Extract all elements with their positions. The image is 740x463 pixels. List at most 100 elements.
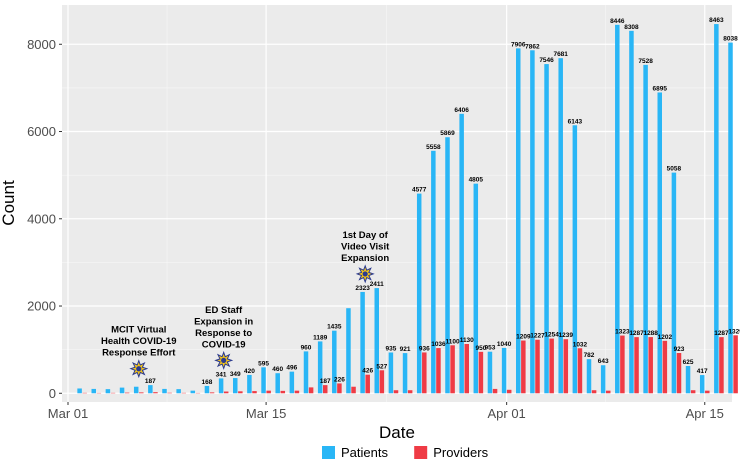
providers-data-label: 187 bbox=[320, 378, 331, 385]
annotation-text: Response to bbox=[195, 328, 252, 339]
providers-bar bbox=[294, 390, 300, 394]
y-tick-label: 6000 bbox=[27, 124, 56, 139]
providers-bar bbox=[563, 339, 569, 394]
providers-bar bbox=[662, 340, 668, 394]
annotation-text: Expansion bbox=[341, 253, 389, 264]
patients-data-label: 5558 bbox=[426, 144, 441, 151]
providers-bar bbox=[506, 389, 512, 394]
annotation-text: Response Effort bbox=[102, 348, 176, 359]
providers-bar bbox=[620, 335, 625, 394]
providers-data-label: 1227 bbox=[530, 333, 545, 340]
starburst-center bbox=[362, 271, 368, 277]
patients-bar bbox=[530, 50, 535, 394]
patients-bar bbox=[544, 64, 549, 394]
providers-data-label: 950 bbox=[475, 345, 486, 352]
patients-data-label: 7528 bbox=[638, 58, 653, 65]
patients-bar bbox=[346, 308, 351, 394]
patients-bar bbox=[317, 341, 323, 394]
providers-data-label: 1032 bbox=[573, 341, 588, 348]
patients-bar bbox=[445, 137, 450, 394]
y-tick-label: 0 bbox=[49, 386, 56, 401]
patients-data-label: 5869 bbox=[440, 130, 455, 137]
providers-bar bbox=[634, 337, 639, 394]
patients-data-label: 782 bbox=[584, 352, 595, 359]
providers-bar bbox=[223, 391, 229, 394]
providers-bar bbox=[238, 391, 243, 394]
providers-bar bbox=[492, 388, 498, 394]
patients-bar bbox=[77, 388, 82, 394]
providers-bar bbox=[521, 340, 526, 394]
providers-bar bbox=[733, 335, 738, 394]
patients-data-label: 5058 bbox=[667, 166, 682, 173]
patients-bar bbox=[388, 352, 394, 394]
patients-data-label: 8308 bbox=[624, 24, 639, 31]
patients-data-label: 7906 bbox=[511, 41, 526, 48]
x-axis-title: Date bbox=[379, 423, 415, 442]
providers-data-label: 1209 bbox=[516, 334, 531, 341]
x-axis: Mar 01 Mar 15 Apr 01 Apr 15 bbox=[48, 402, 724, 421]
providers-data-label: 1288 bbox=[643, 330, 658, 337]
patients-data-label: 1040 bbox=[497, 341, 512, 348]
patients-data-label: 420 bbox=[244, 368, 255, 375]
patients-bar bbox=[615, 24, 620, 394]
patients-bar bbox=[416, 193, 422, 394]
patients-data-label: 6143 bbox=[568, 118, 583, 125]
providers-data-label: 426 bbox=[362, 368, 373, 375]
providers-data-label: 1329 bbox=[728, 328, 740, 335]
x-tick-label: Mar 15 bbox=[246, 406, 286, 421]
patients-data-label: 8446 bbox=[610, 18, 625, 25]
y-axis: 0 2000 4000 6000 8000 bbox=[27, 37, 62, 401]
patients-bar bbox=[105, 389, 111, 394]
x-tick-label: Apr 01 bbox=[487, 406, 525, 421]
patients-data-label: 4805 bbox=[469, 177, 484, 184]
providers-data-label: 936 bbox=[419, 345, 430, 352]
patients-bar bbox=[303, 351, 309, 394]
providers-data-label: 1239 bbox=[559, 332, 574, 339]
providers-bar bbox=[337, 383, 342, 394]
providers-data-label: 1287 bbox=[714, 330, 729, 337]
providers-bar bbox=[606, 390, 611, 394]
patients-bar bbox=[289, 371, 295, 394]
providers-bar bbox=[351, 386, 356, 394]
patients-data-label: 187 bbox=[145, 378, 156, 385]
providers-bar bbox=[436, 348, 441, 394]
patients-bar bbox=[275, 373, 280, 394]
providers-bar bbox=[690, 390, 696, 394]
providers-bar bbox=[323, 385, 328, 394]
providers-bar bbox=[535, 339, 540, 394]
providers-bar bbox=[676, 353, 682, 394]
providers-bar bbox=[705, 390, 710, 394]
patients-bar bbox=[402, 353, 408, 394]
patients-bar bbox=[671, 172, 677, 394]
patients-data-label: 6895 bbox=[653, 85, 668, 92]
patients-data-label: 7862 bbox=[525, 43, 540, 50]
providers-data-label: 1100 bbox=[446, 338, 460, 345]
providers-data-label: 1036 bbox=[431, 341, 446, 348]
patients-bar bbox=[516, 48, 521, 394]
patients-data-label: 953 bbox=[485, 345, 496, 352]
annotation-text: Video Visit bbox=[341, 241, 390, 252]
patients-bar bbox=[133, 386, 139, 394]
providers-data-label: 527 bbox=[376, 363, 387, 370]
providers-bar bbox=[139, 392, 144, 394]
providers-bar bbox=[280, 390, 286, 394]
providers-bar bbox=[591, 390, 597, 394]
annotation-text: MCIT Virtual bbox=[111, 325, 166, 336]
patients-data-label: 168 bbox=[202, 379, 213, 386]
providers-bar bbox=[124, 392, 130, 394]
patients-bar bbox=[473, 183, 479, 394]
patients-bar bbox=[148, 385, 153, 394]
patients-data-label: 460 bbox=[272, 366, 283, 373]
patients-bar bbox=[501, 347, 507, 394]
providers-bar bbox=[209, 392, 215, 394]
legend-label-patients: Patients bbox=[341, 445, 388, 460]
annotation-text: ED Staff bbox=[205, 305, 243, 316]
patients-bar bbox=[360, 291, 365, 394]
patients-bar bbox=[431, 150, 436, 394]
legend-label-providers: Providers bbox=[433, 445, 488, 460]
providers-data-label: 1323 bbox=[615, 329, 630, 336]
patients-data-label: 341 bbox=[216, 371, 227, 378]
